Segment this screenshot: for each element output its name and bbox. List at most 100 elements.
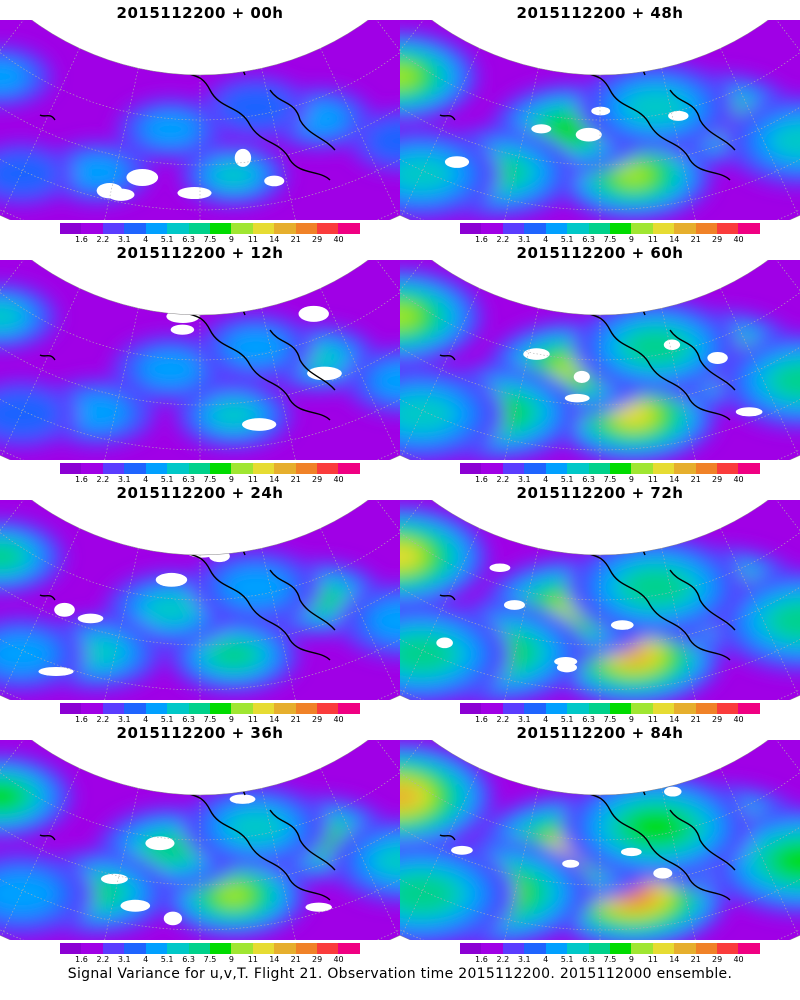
colorbar-tick-label: 6.3 (582, 475, 595, 484)
colorbar-swatch (631, 463, 653, 474)
panel-title: 2015112200 + 84h (516, 724, 684, 742)
colorbar-swatch (252, 943, 275, 954)
no-data-region (107, 188, 135, 201)
no-data-region (241, 418, 277, 431)
variance-contour (400, 304, 421, 329)
variance-contour (0, 391, 61, 437)
colorbar-swatch (717, 943, 739, 954)
colorbar-swatch (545, 703, 568, 714)
variance-contour (211, 642, 256, 669)
colorbar-swatch (209, 223, 232, 234)
variance-contour (400, 544, 420, 568)
colorbar-tick-label: 6.3 (182, 715, 195, 724)
colorbar-tick-label: 21 (290, 955, 301, 964)
variance-contour (226, 330, 286, 365)
colorbar-swatch (631, 943, 653, 954)
colorbar-tick-label: 1.6 (475, 955, 488, 964)
colorbar-swatch (124, 943, 146, 954)
colorbar-tick-label: 6.3 (182, 955, 195, 964)
variance-map (400, 260, 800, 460)
colorbar-tick-label: 2.2 (496, 235, 510, 244)
colorbar-swatch (124, 463, 146, 474)
colorbar-swatch (609, 943, 632, 954)
variance-contour (772, 603, 800, 639)
no-data-region (298, 305, 329, 322)
colorbar-swatch (338, 463, 360, 474)
colorbar-swatch (274, 943, 296, 954)
no-data-region (620, 847, 642, 857)
colorbar-swatch (460, 703, 482, 714)
colorbar-swatch (717, 223, 739, 234)
colorbar-tick-label: 7.5 (203, 235, 217, 244)
colorbar-tick-label: 21 (290, 715, 301, 724)
colorbar-swatch (567, 943, 589, 954)
colorbar-tick-label: 3.1 (117, 475, 131, 484)
colorbar-swatch (231, 463, 253, 474)
panel-title: 2015112200 + 60h (516, 244, 684, 262)
colorbar-swatch (124, 223, 146, 234)
colorbar-tick-label: 9 (228, 955, 234, 964)
no-data-region (503, 600, 525, 610)
colorbar-swatch (317, 463, 339, 474)
colorbar-swatch (502, 703, 525, 714)
colorbar-swatch (231, 223, 253, 234)
no-data-region (145, 836, 175, 851)
map-outline (400, 500, 800, 700)
variance-map (400, 500, 800, 700)
colorbar-swatch (567, 703, 589, 714)
colorbar-swatch (252, 703, 275, 714)
colorbar-tick-label: 29 (712, 955, 723, 964)
colorbar-tick-label: 11 (247, 715, 258, 724)
variance-contour (0, 302, 23, 331)
colorbar-tick-label: 1.6 (475, 235, 488, 244)
colorbar-swatch (295, 703, 318, 714)
colorbar-swatch (524, 703, 546, 714)
colorbar-tick-label: 6.3 (582, 715, 595, 724)
colorbar-tick-label: 4 (543, 955, 549, 964)
variance-contour (775, 845, 800, 877)
variance-contour (770, 122, 800, 160)
colorbar-tick-label: 14 (269, 475, 280, 484)
colorbar-swatch (588, 463, 610, 474)
colorbar-tick-label: 21 (290, 235, 301, 244)
colorbar-tick-label: 4 (143, 475, 149, 484)
colorbar-swatch (167, 703, 189, 714)
variance-contour (613, 163, 654, 187)
no-data-region (554, 657, 578, 666)
colorbar-tick-label: 2.2 (496, 475, 510, 484)
map-outline (0, 20, 400, 220)
colorbar-swatch (338, 223, 360, 234)
colorbar-swatch (524, 943, 546, 954)
colorbar-tick-label: 5.1 (160, 955, 174, 964)
colorbar-tick-label: 7.5 (203, 955, 217, 964)
colorbar-tick-label: 7.5 (603, 955, 617, 964)
colorbar-swatch (145, 703, 168, 714)
variance-contour (0, 52, 40, 101)
colorbar-swatch (60, 463, 82, 474)
colorbar-swatch (674, 943, 696, 954)
colorbar-swatch (717, 703, 739, 714)
variance-contour (0, 295, 35, 338)
colorbar-swatch (167, 463, 189, 474)
colorbar-swatch (338, 703, 360, 714)
colorbar-tick-label: 1.6 (75, 715, 88, 724)
no-data-region (38, 666, 74, 677)
colorbar-tick-label: 9 (628, 235, 634, 244)
variance-contour (400, 155, 453, 193)
colorbar-swatch (674, 703, 696, 714)
no-data-region (610, 620, 634, 630)
colorbar-tick-label: 6.3 (182, 235, 195, 244)
map-outline (400, 20, 800, 220)
colorbar-swatch (167, 223, 189, 234)
colorbar-swatch (524, 223, 546, 234)
variance-contour (761, 837, 800, 885)
colorbar-tick-label: 5.1 (560, 715, 574, 724)
variance-contour (625, 569, 686, 605)
colorbar-tick-label: 5.1 (560, 235, 574, 244)
colorbar-swatch (502, 943, 525, 954)
no-data-region (564, 393, 590, 403)
colorbar-tick-label: 9 (228, 235, 234, 244)
colorbar-tick-label: 3.1 (517, 715, 531, 724)
colorbar-tick-label: 21 (690, 235, 701, 244)
no-data-region (307, 366, 342, 381)
